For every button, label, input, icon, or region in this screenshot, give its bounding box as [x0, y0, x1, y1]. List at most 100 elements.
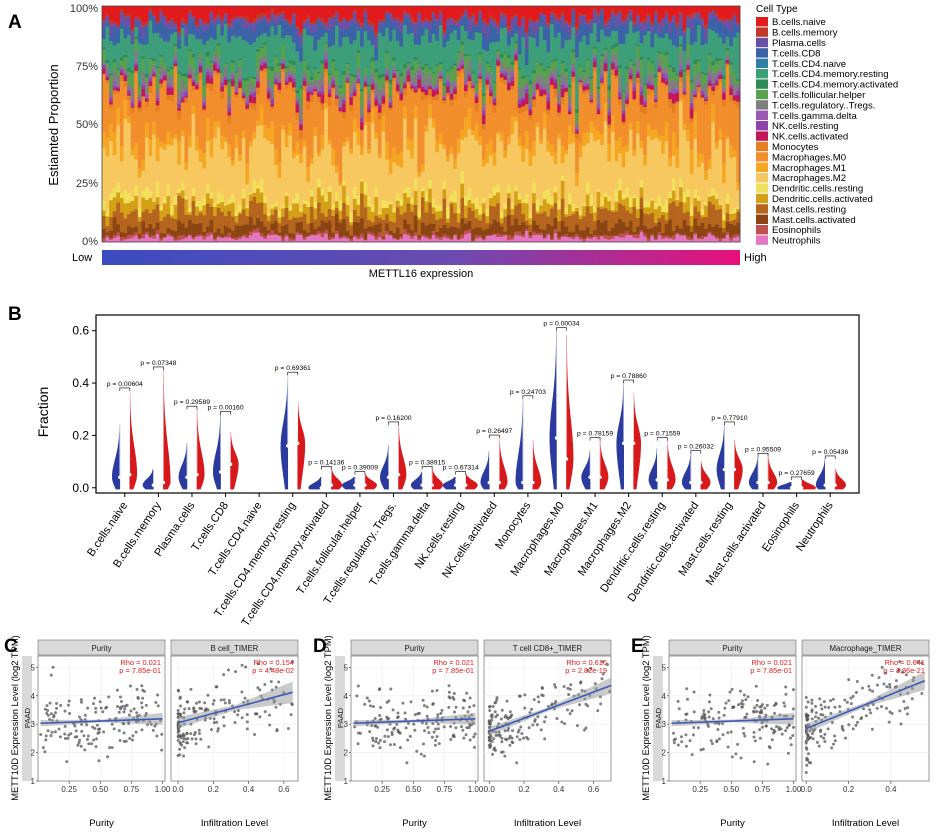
scatter-point — [268, 713, 272, 717]
stack-segment — [116, 75, 121, 86]
scatter-point — [51, 665, 55, 669]
scatter-point — [54, 711, 58, 715]
stack-segment — [392, 6, 397, 18]
stack-segment — [539, 63, 544, 66]
stack-segment — [664, 223, 669, 236]
stack-segment — [707, 159, 712, 170]
scatter-point — [555, 717, 559, 721]
stack-segment — [682, 212, 687, 220]
violin-low-median — [487, 480, 491, 485]
stack-segment — [471, 87, 476, 91]
scatter-point — [46, 713, 50, 717]
stack-segment — [360, 118, 364, 123]
stack-segment — [309, 21, 314, 24]
stack-segment — [496, 236, 501, 243]
stack-segment — [474, 235, 479, 239]
stack-segment — [105, 14, 110, 17]
stack-segment — [363, 228, 368, 240]
stack-segment — [309, 90, 314, 94]
stack-segment — [342, 6, 347, 18]
stack-segment — [381, 219, 386, 237]
stack-segment — [159, 220, 164, 234]
stack-segment — [331, 80, 336, 85]
stack-segment — [334, 213, 339, 231]
stack-segment — [395, 84, 400, 92]
scatter-point — [440, 708, 444, 712]
stack-segment — [539, 205, 544, 214]
stack-segment — [177, 195, 182, 221]
stack-segment — [467, 80, 472, 89]
stack-segment — [388, 105, 393, 108]
scatter-point — [189, 687, 193, 691]
scatter-point — [136, 696, 140, 700]
stack-segment — [374, 100, 379, 106]
stack-segment — [464, 116, 468, 138]
stack-segment — [607, 127, 612, 144]
stack-segment — [618, 76, 623, 91]
stack-segment — [453, 24, 458, 31]
stack-segment — [134, 22, 139, 28]
stack-segment — [693, 14, 698, 19]
pvalue-bracket — [791, 476, 802, 480]
stack-segment — [173, 58, 178, 62]
stack-segment — [714, 193, 719, 199]
stack-segment — [628, 6, 633, 10]
stack-segment — [499, 77, 504, 83]
stack-segment — [449, 16, 454, 19]
stack-segment — [281, 208, 286, 217]
stack-segment — [610, 45, 615, 49]
legend-swatch — [756, 79, 768, 89]
stack-segment — [618, 136, 623, 154]
pvalue-bracket — [589, 437, 601, 441]
stack-segment — [334, 165, 339, 173]
stack-segment — [553, 6, 558, 14]
stack-segment — [413, 179, 418, 191]
stack-segment — [102, 65, 106, 69]
stack-segment — [245, 105, 250, 109]
stack-segment — [539, 143, 544, 204]
stack-segment — [227, 78, 232, 83]
scatter-point — [680, 735, 684, 739]
stack-segment — [668, 191, 673, 199]
stack-segment — [295, 234, 300, 243]
stack-segment — [729, 145, 734, 159]
stack-segment — [302, 6, 307, 21]
stack-segment — [546, 101, 551, 110]
stack-segment — [410, 21, 415, 27]
stack-segment — [102, 200, 106, 211]
stack-segment — [385, 50, 390, 54]
stack-segment — [668, 20, 673, 22]
stack-segment — [668, 92, 673, 100]
stack-segment — [528, 235, 533, 239]
scatter-point — [593, 682, 597, 686]
stack-segment — [643, 154, 648, 166]
stack-segment — [682, 37, 687, 52]
scatter-point — [755, 703, 759, 707]
scatter-point — [600, 677, 604, 681]
stack-segment — [428, 223, 433, 238]
stack-segment — [370, 122, 375, 205]
stack-segment — [299, 105, 304, 120]
stack-segment — [636, 26, 640, 32]
stack-segment — [331, 61, 336, 76]
stack-segment — [392, 80, 397, 148]
stack-segment — [610, 75, 615, 116]
stack-segment — [532, 73, 537, 83]
stack-segment — [524, 6, 529, 32]
stack-segment — [127, 95, 132, 101]
stack-segment — [718, 204, 723, 210]
stack-segment — [704, 236, 709, 243]
stack-segment — [621, 98, 626, 110]
stack-segment — [628, 234, 633, 243]
stack-segment — [356, 27, 361, 31]
stack-segment — [431, 100, 436, 119]
stack-segment — [349, 240, 354, 243]
stack-segment — [116, 86, 121, 88]
stack-segment — [302, 78, 307, 81]
scatter-point — [599, 702, 603, 706]
scatter-ytick-label: 1 — [344, 777, 349, 786]
stack-segment — [270, 121, 275, 144]
stack-segment — [550, 6, 554, 12]
stack-segment — [205, 29, 210, 41]
stack-segment — [517, 235, 522, 243]
